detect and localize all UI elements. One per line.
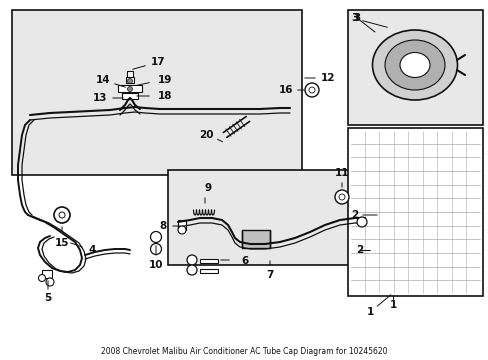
Ellipse shape (384, 40, 444, 90)
Text: 1: 1 (366, 307, 373, 317)
Circle shape (150, 231, 161, 243)
Circle shape (305, 83, 318, 97)
Circle shape (39, 274, 45, 282)
Bar (118, 85, 142, 92)
Bar (347, 128, 482, 296)
Text: 20: 20 (198, 130, 213, 140)
Bar (178, 220, 185, 230)
Text: 2: 2 (356, 245, 363, 255)
Text: 19: 19 (158, 75, 172, 85)
Circle shape (59, 212, 65, 218)
Bar (168, 170, 369, 265)
Text: 13: 13 (93, 93, 107, 103)
Bar (12, 10, 302, 175)
Text: 7: 7 (266, 270, 273, 280)
Text: 18: 18 (158, 91, 172, 101)
Bar (42, 270, 52, 278)
Circle shape (127, 78, 132, 84)
Circle shape (186, 265, 197, 275)
Text: 15: 15 (55, 238, 69, 248)
Circle shape (186, 255, 197, 265)
Circle shape (54, 207, 70, 223)
Ellipse shape (399, 53, 429, 77)
Text: 3: 3 (351, 13, 358, 23)
Ellipse shape (372, 30, 457, 100)
Text: 10: 10 (148, 260, 163, 270)
Circle shape (308, 87, 314, 93)
Circle shape (127, 86, 132, 91)
Bar (347, 10, 482, 125)
Text: 5: 5 (44, 293, 52, 303)
Text: 3: 3 (353, 13, 360, 23)
Text: 4: 4 (88, 245, 96, 255)
Text: 11: 11 (334, 168, 348, 178)
Text: 16: 16 (278, 85, 293, 95)
Circle shape (356, 217, 366, 227)
Text: 17: 17 (150, 57, 165, 67)
Text: 2: 2 (351, 210, 358, 220)
Circle shape (46, 278, 54, 286)
Text: 12: 12 (320, 73, 335, 83)
Circle shape (334, 190, 348, 204)
Bar (200, 259, 218, 263)
Circle shape (178, 226, 185, 234)
Text: 14: 14 (96, 75, 110, 85)
Text: 8: 8 (159, 221, 166, 231)
Text: 9: 9 (204, 183, 211, 193)
Bar (122, 93, 138, 99)
Text: 2008 Chevrolet Malibu Air Conditioner AC Tube Cap Diagram for 10245620: 2008 Chevrolet Malibu Air Conditioner AC… (101, 347, 386, 356)
Text: 6: 6 (241, 256, 248, 266)
Bar (127, 71, 133, 77)
Bar (200, 269, 218, 273)
Text: 1: 1 (388, 300, 396, 310)
Circle shape (338, 194, 345, 200)
Bar (242, 230, 269, 248)
Bar (126, 77, 134, 83)
Circle shape (150, 243, 161, 255)
